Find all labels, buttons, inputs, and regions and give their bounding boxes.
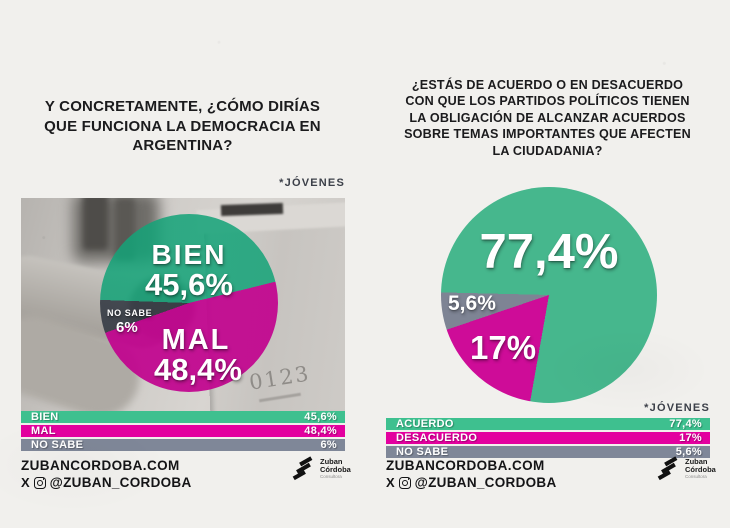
panel-agreement-question: ¿ESTÁS DE ACUERDO O EN DESACUERDO CON QU… — [365, 0, 730, 528]
photo-background-shape — [83, 198, 108, 250]
title-line: ¿ESTÁS DE ACUERDO O EN DESACUERDO — [411, 78, 684, 92]
slice-label-bien: BIEN — [151, 239, 227, 270]
legend-label: BIEN — [31, 411, 59, 423]
question-title: Y CONCRETAMENTE, ¿CÓMO DIRÍAS QUE FUNCIO… — [0, 97, 365, 156]
question-title: ¿ESTÁS DE ACUERDO O EN DESACUERDO CON QU… — [365, 77, 730, 159]
slice-value-no-sabe: 5,6% — [448, 292, 496, 315]
legend-value: 45,6% — [304, 411, 337, 423]
x-twitter-icon: X — [21, 475, 30, 490]
legend-value: 5,6% — [675, 446, 702, 458]
social-handle[interactable]: @ZUBAN_CORDOBA — [49, 475, 192, 490]
website-link[interactable]: ZUBANCORDOBA.COM — [386, 458, 545, 473]
logo-stripes-icon — [292, 456, 313, 481]
zuban-cordoba-logo: Zuban Córdoba Consultora — [291, 456, 351, 482]
legend-democracy: BIEN 45,6% MAL 48,4% NO SABE 6% — [21, 411, 345, 451]
photo-ballot-slot — [220, 202, 284, 217]
slice-label-mal: MAL — [161, 324, 231, 356]
legend-value: 48,4% — [304, 425, 337, 437]
logo-subline: Consultora — [320, 474, 342, 480]
legend-row-desacuerdo: DESACUERDO 17% — [386, 432, 710, 444]
audience-note: *JÓVENES — [644, 402, 710, 414]
title-line: LA OBLIGACIÓN DE ALCANZAR ACUERDOS — [409, 110, 686, 125]
zuban-cordoba-logo: Zuban Córdoba Consultora — [656, 456, 716, 482]
logo-subline: Consultora — [685, 474, 707, 480]
legend-label: MAL — [31, 425, 56, 437]
logo-stripes-icon — [657, 456, 678, 481]
legend-row-bien: BIEN 45,6% — [21, 411, 345, 423]
title-line: LA CIUDADANIA? — [492, 143, 603, 158]
legend-label: NO SABE — [31, 439, 84, 451]
logo-line: Zuban — [320, 456, 343, 466]
social-handle-row: X @ZUBAN_CORDOBA — [386, 475, 557, 490]
title-line: SOBRE TEMAS IMPORTANTES QUE AFECTEN — [404, 127, 691, 142]
legend-row-mal: MAL 48,4% — [21, 425, 345, 437]
title-line: QUE FUNCIONA LA DEMOCRACIA EN — [44, 117, 321, 135]
slice-value-desacuerdo: 17% — [470, 329, 537, 366]
logo-line: Córdoba — [685, 464, 716, 474]
title-line: CON QUE LOS PARTIDOS POLÍTICOS TIENEN — [405, 94, 690, 109]
slice-value-no-sabe: 6% — [116, 319, 138, 336]
logo-text: Zuban Córdoba Consultora — [320, 456, 351, 481]
slice-value-bien: 45,6% — [145, 267, 233, 302]
legend-value: 77,4% — [669, 418, 702, 430]
social-handle[interactable]: @ZUBAN_CORDOBA — [414, 475, 557, 490]
logo-line: Córdoba — [320, 464, 351, 474]
instagram-icon — [33, 476, 46, 489]
legend-value: 17% — [679, 432, 702, 444]
legend-label: DESACUERDO — [396, 432, 478, 444]
pie-chart-democracy: BIEN 45,6% NO SABE 6% MAL 48,4% — [100, 214, 278, 392]
legend-agreement: ACUERDO 77,4% DESACUERDO 17% NO SABE 5,6… — [386, 418, 710, 458]
legend-label: NO SABE — [396, 446, 449, 458]
slice-value-mal: 48,4% — [154, 352, 242, 387]
logo-text: Zuban Córdoba Consultora — [685, 456, 716, 481]
social-handle-row: X @ZUBAN_CORDOBA — [21, 475, 192, 490]
pie-chart-agreement: 77,4% 5,6% 17% — [441, 187, 657, 403]
website-link[interactable]: ZUBANCORDOBA.COM — [21, 458, 180, 473]
audience-note: *JÓVENES — [279, 177, 345, 189]
slice-label-no-sabe: NO SABE — [107, 308, 153, 318]
legend-row-no-sabe: NO SABE 5,6% — [386, 446, 710, 458]
legend-label: ACUERDO — [396, 418, 454, 430]
title-line: ARGENTINA? — [132, 137, 233, 154]
ballot-box-photo: 0123 BIEN 45,6% NO SABE 6% MAL 48,4% — [21, 198, 345, 412]
panel-democracy-question: Y CONCRETAMENTE, ¿CÓMO DIRÍAS QUE FUNCIO… — [0, 97, 365, 490]
x-twitter-icon: X — [386, 475, 395, 490]
logo-line: Zuban — [685, 456, 708, 466]
legend-row-no-sabe: NO SABE 6% — [21, 439, 345, 451]
slice-value-acuerdo: 77,4% — [479, 225, 619, 279]
legend-row-acuerdo: ACUERDO 77,4% — [386, 418, 710, 430]
title-line: Y CONCRETAMENTE, ¿CÓMO DIRÍAS — [44, 98, 321, 115]
instagram-icon — [398, 476, 411, 489]
legend-value: 6% — [320, 439, 337, 451]
